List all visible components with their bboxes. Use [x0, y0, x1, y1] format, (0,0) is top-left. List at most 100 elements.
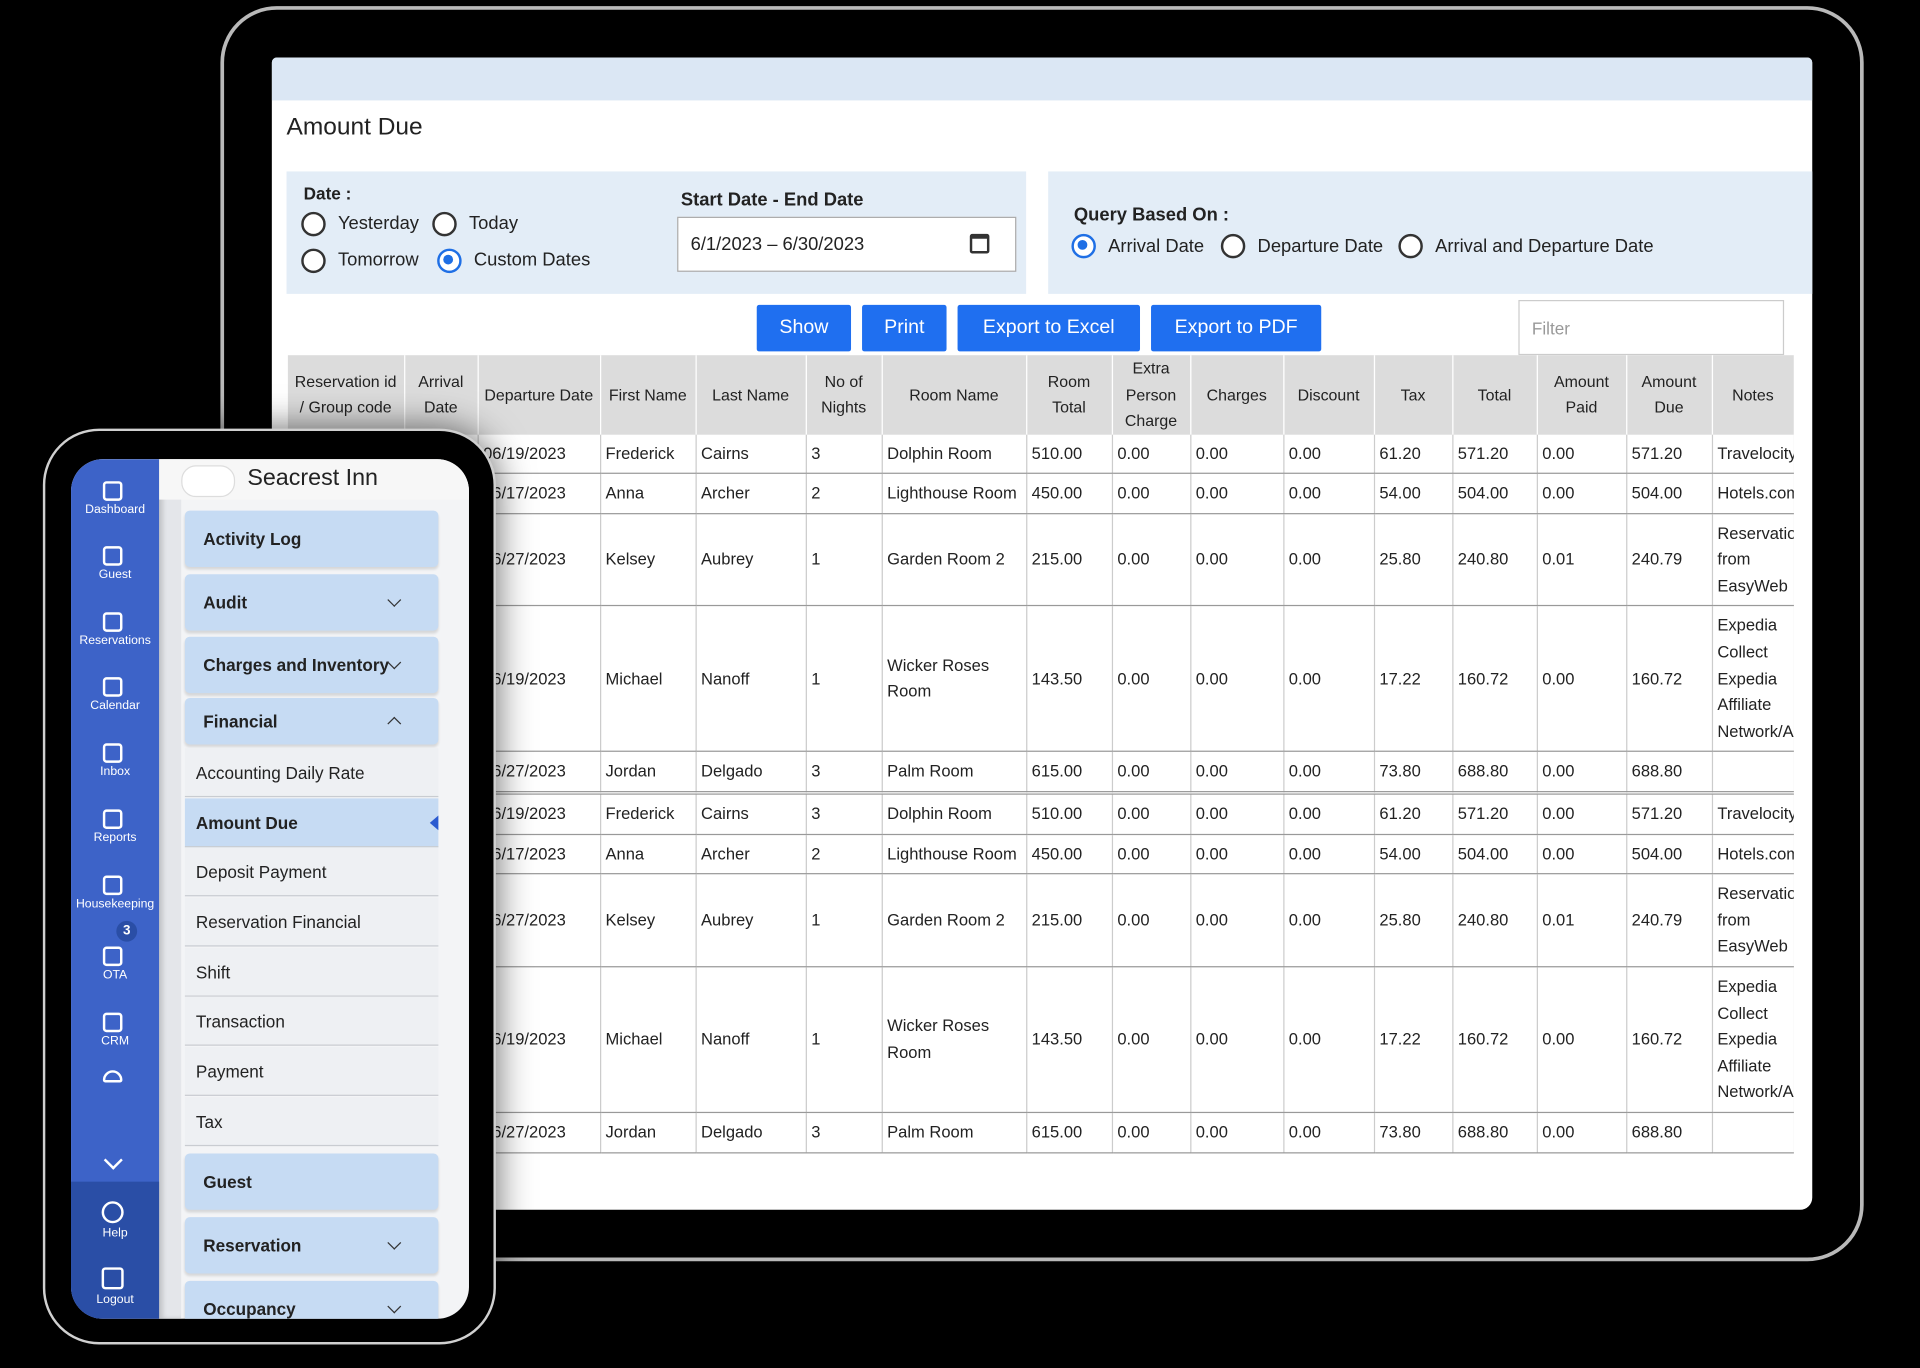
menu-item[interactable]: Accounting Daily Rate — [184, 748, 439, 798]
menu-group[interactable]: Financial — [184, 697, 439, 745]
nav-icon[interactable] — [102, 677, 123, 697]
table-row[interactable]: 06/19/2023 Michael Nanoff 1 Wicker Roses Roo… — [287, 966, 1794, 1114]
nav-label[interactable]: OTA — [102, 968, 128, 983]
nav-label[interactable]: Logout — [96, 1293, 134, 1307]
menu-group[interactable]: Charges and Inventory — [184, 636, 439, 694]
column-header[interactable]: Room Name — [881, 355, 1027, 435]
column-header[interactable]: Room Total — [1026, 355, 1113, 435]
menu-item[interactable]: Tax — [184, 1097, 439, 1147]
table-cell: 0.00 — [1283, 513, 1375, 607]
menu-group[interactable]: Occupancy — [184, 1280, 439, 1319]
nav-icon[interactable] — [102, 546, 123, 566]
radio[interactable] — [1220, 233, 1246, 259]
table-row[interactable]: 06/17/2023 Anna Archer 2 Lighthouse Room 450.… — [287, 473, 1794, 514]
menu-group[interactable]: Reservation — [184, 1217, 439, 1274]
menu-item[interactable]: Amount Due — [184, 798, 439, 848]
table-cell: 240.80 — [1452, 873, 1538, 968]
radio[interactable] — [1398, 233, 1423, 259]
column-header[interactable]: Charges — [1190, 355, 1284, 435]
chevron — [387, 593, 402, 607]
nav-icon[interactable] — [102, 875, 123, 896]
table-row[interactable]: 06/27/2023 Jordan Delgado 3 Palm Room 615.00 0… — [287, 1112, 1794, 1153]
column-header[interactable]: Amount Due — [1626, 355, 1713, 435]
table-cell: Michael — [600, 606, 697, 753]
column-header[interactable]: Total — [1452, 355, 1538, 435]
menu-group[interactable]: Activity Log — [184, 510, 439, 567]
table-cell: 688.80 — [1626, 751, 1713, 794]
button[interactable]: Export to PDF — [1151, 304, 1322, 352]
nav-icon[interactable] — [102, 946, 123, 967]
column-header[interactable]: Amount Paid — [1536, 355, 1627, 435]
table-row[interactable]: 06/27/2023 Jordan Delgado 3 Palm Room 615.00 0… — [287, 751, 1794, 794]
table-cell: 06/27/2023 — [477, 1112, 601, 1153]
table-cell: 17.22 — [1373, 966, 1453, 1114]
table-row[interactable]: 06/19/2023 Frederick Cairns 3 Dolphin Room 51… — [287, 792, 1794, 835]
table-cell: 54.00 — [1373, 834, 1453, 875]
chevron — [387, 1299, 402, 1314]
nav-icon[interactable] — [102, 809, 123, 829]
menu-item[interactable]: Reservation Financial — [184, 897, 439, 947]
table-cell: 0.00 — [1283, 834, 1375, 875]
table-cell: 06/19/2023 — [477, 792, 601, 835]
radio[interactable] — [301, 248, 326, 274]
nav-icon[interactable] — [101, 1201, 124, 1224]
column-header[interactable]: Departure Date — [477, 355, 601, 435]
menu-item[interactable]: Deposit Payment — [184, 847, 439, 897]
nav-label[interactable]: Inbox — [100, 765, 131, 779]
column-header[interactable]: Tax — [1373, 355, 1453, 435]
table-row[interactable]: 06/17/2023 Anna Archer 2 Lighthouse Room 450.… — [287, 834, 1794, 875]
nav-label[interactable]: Calendar — [90, 699, 140, 713]
date-range-input[interactable]: 6/1/2023 – 6/30/2023 — [677, 216, 1017, 272]
nav-icon[interactable] — [102, 481, 123, 501]
column-header[interactable]: Reservation id / Group code — [287, 355, 405, 435]
filter-input[interactable]: Filter — [1518, 300, 1785, 356]
nav-label[interactable]: Dashboard — [85, 503, 146, 517]
table-cell: 143.50 — [1026, 606, 1113, 753]
button[interactable]: Print — [862, 304, 947, 352]
table-cell: 0.00 — [1536, 1112, 1627, 1153]
nav-icon[interactable] — [102, 1012, 123, 1033]
nav-label[interactable]: Reservations — [79, 634, 151, 648]
table-cell: 0.00 — [1190, 513, 1284, 607]
nav-icon[interactable] — [102, 612, 123, 632]
menu-group[interactable]: Audit — [184, 574, 439, 631]
nav-label[interactable]: CRM — [101, 1034, 130, 1049]
column-header[interactable]: No of Nights — [805, 355, 883, 435]
radio[interactable] — [1071, 233, 1096, 259]
column-header[interactable]: Extra Person Charge — [1111, 355, 1191, 435]
column-header[interactable]: Discount — [1283, 355, 1375, 435]
column-header[interactable]: Notes — [1711, 355, 1794, 435]
nav-label[interactable]: Help — [102, 1226, 128, 1241]
data-table: Reservation id / Group code Arrival Date D… — [287, 355, 1794, 1153]
menu-item[interactable]: Transaction — [184, 996, 439, 1046]
table-row[interactable]: 06/27/2023 Kelsey Aubrey 1 Garden Room 2 215.… — [287, 873, 1794, 968]
button[interactable]: Show — [756, 304, 852, 352]
table-cell: 1 — [805, 966, 883, 1114]
nav-icon[interactable] — [101, 1267, 124, 1290]
nav-label[interactable]: Housekeeping — [75, 897, 155, 912]
table-cell: 688.80 — [1452, 1112, 1538, 1153]
table-row[interactable]: 06/27/2023 Kelsey Aubrey 1 Garden Room 2 215.… — [287, 513, 1794, 607]
radio[interactable] — [437, 248, 462, 274]
table-cell: 2 — [805, 834, 883, 875]
button[interactable]: Export to Excel — [957, 304, 1141, 352]
nav-label[interactable]: Reports — [93, 831, 137, 845]
menu-item[interactable]: Shift — [184, 947, 439, 997]
table-cell: Kelsey — [600, 513, 697, 607]
nav-icon[interactable] — [102, 1070, 123, 1083]
nav-label[interactable]: Guest — [98, 568, 132, 582]
menu-group[interactable]: Guest — [184, 1153, 439, 1210]
column-header[interactable]: Last Name — [695, 355, 807, 435]
table-row[interactable]: 06/19/2023 Michael Nanoff 1 Wicker Roses Roo… — [287, 606, 1794, 753]
nav-icon[interactable] — [102, 743, 123, 763]
column-header[interactable]: First Name — [600, 355, 697, 435]
table-cell: 0.00 — [1190, 751, 1284, 794]
menu-item[interactable]: Payment — [184, 1046, 439, 1096]
radio-label: Yesterday — [337, 213, 419, 234]
table-cell: 571.20 — [1452, 434, 1538, 474]
radio-label: Tomorrow — [337, 249, 419, 271]
table-row[interactable]: 06/19/2023 Frederick Cairns 3 Dolphin Room 51… — [287, 434, 1794, 474]
radio[interactable] — [301, 211, 326, 237]
column-header[interactable]: Arrival Date — [404, 355, 479, 435]
radio[interactable] — [432, 211, 457, 237]
